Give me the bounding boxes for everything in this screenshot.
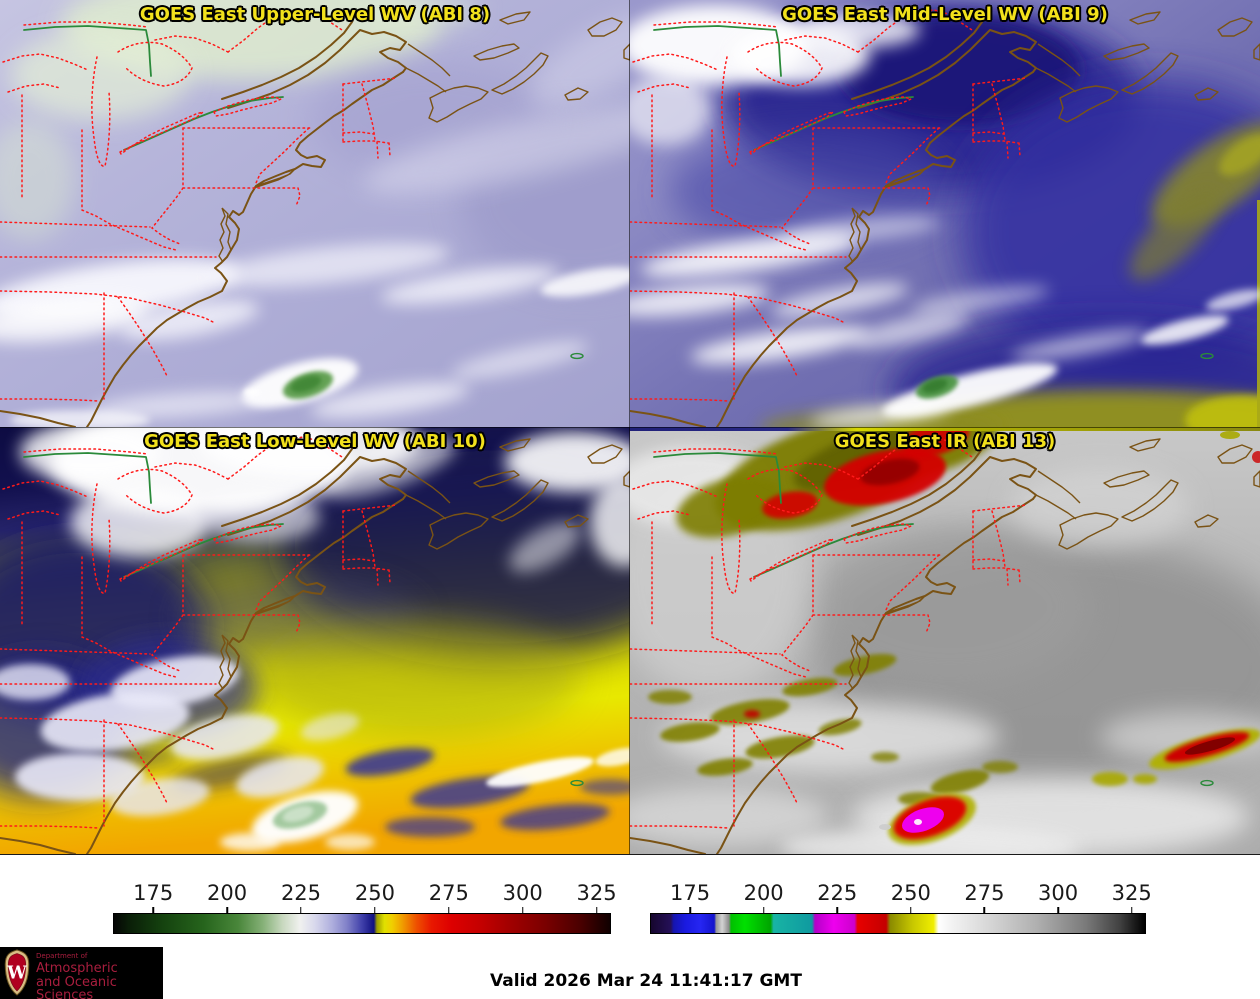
satellite-quadrant-image: [0, 0, 1260, 854]
ir-tick-label: 225: [817, 881, 858, 905]
uw-monogram: W: [6, 964, 27, 984]
panel-divider-horizontal: [0, 427, 1260, 428]
tick-mark: [983, 907, 986, 914]
tick-mark: [226, 907, 228, 914]
logo-dept-line: Department of: [36, 952, 88, 960]
tick-mark: [1130, 907, 1133, 914]
panel-title-abi13: GOES East IR (ABI 13): [834, 431, 1056, 452]
panel-title-abi10: GOES East Low-Level WV (ABI 10): [144, 431, 486, 452]
panel-title-abi9: GOES East Mid-Level WV (ABI 9): [782, 4, 1108, 25]
tick-mark: [300, 907, 302, 914]
wv-tick-label: 175: [133, 881, 174, 905]
ir-tick-label: 175: [669, 881, 711, 905]
logo-line-oceanic: and Oceanic Sciences: [36, 975, 117, 999]
wv-tick-label: 225: [280, 881, 322, 905]
wv-tick-label: 200: [207, 881, 248, 905]
uw-crest-icon: W: [4, 949, 30, 996]
tick-mark: [521, 907, 524, 914]
wv-colorbar: 175 200 225 250 275 300 325: [113, 881, 617, 934]
ir-tick-label: 325: [1111, 881, 1152, 905]
logo-line-atmospheric: Atmospheric: [36, 961, 118, 976]
wv-tick-label: 300: [502, 881, 543, 905]
ir-tick-label: 200: [743, 881, 784, 905]
tick-mark: [910, 907, 912, 914]
tick-mark: [689, 907, 691, 914]
ir-tick-label: 300: [1038, 881, 1079, 905]
panel-abi13: [630, 427, 1260, 854]
logo-text: Department of Atmospheric and Oceanic Sc…: [36, 953, 163, 999]
tick-mark: [836, 907, 838, 914]
tick-mark: [374, 907, 376, 914]
valid-timestamp: Valid 2026 Mar 24 11:41:17 GMT: [490, 971, 802, 991]
ir-tick-label: 250: [890, 881, 931, 905]
tick-mark: [595, 907, 598, 914]
tick-mark: [1057, 907, 1059, 914]
storm-magenta-core: [901, 807, 945, 833]
panel-bottom-edge: [0, 854, 1260, 855]
tick-mark: [152, 907, 154, 914]
panel-abi10: [0, 427, 630, 854]
tick-mark: [448, 907, 450, 914]
wv-tick-label: 275: [428, 881, 469, 905]
ir-tick-label: 275: [964, 881, 1005, 905]
scan-edge-artifact: [630, 427, 1260, 431]
panel-abi9: [630, 0, 1260, 427]
ir-colorbar: 175 200 225 250 275 300 325: [650, 881, 1152, 934]
tick-mark: [762, 907, 765, 914]
panel-abi8: [0, 0, 630, 427]
panel-title-abi8: GOES East Upper-Level WV (ABI 8): [139, 4, 491, 25]
uw-aos-logo: W Department of Atmospheric and Oceanic …: [0, 947, 163, 999]
wv-tick-label: 250: [354, 881, 395, 905]
wv-tick-label: 325: [576, 881, 617, 905]
